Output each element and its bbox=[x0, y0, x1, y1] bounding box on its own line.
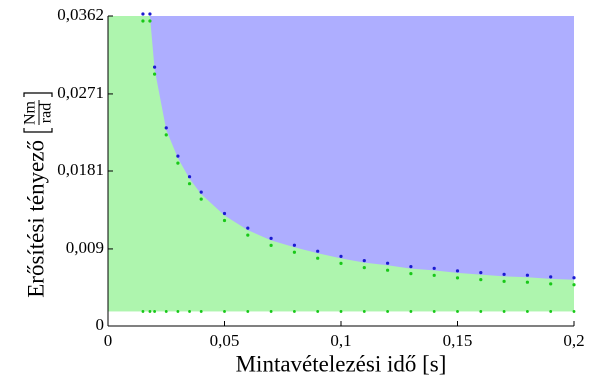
unit-denominator: rad bbox=[38, 103, 55, 123]
stable-point bbox=[316, 256, 320, 260]
stable-point bbox=[187, 182, 192, 186]
unstable-point bbox=[199, 190, 203, 194]
stable-point bbox=[246, 233, 250, 237]
y-tick-label: 0,0362 bbox=[57, 5, 104, 24]
floor-point bbox=[223, 310, 226, 313]
floor-point bbox=[316, 310, 320, 313]
unstable-point bbox=[222, 211, 227, 216]
unstable-point bbox=[549, 275, 553, 279]
unstable-region bbox=[142, 16, 574, 280]
floor-point bbox=[176, 310, 180, 313]
unstable-point bbox=[386, 261, 390, 265]
stable-point bbox=[549, 282, 553, 286]
unstable-point bbox=[572, 276, 576, 280]
unstable-point bbox=[479, 271, 483, 275]
y-tick-label: 0,0271 bbox=[57, 83, 104, 102]
unstable-point bbox=[153, 65, 157, 69]
stable-point bbox=[164, 133, 168, 137]
stable-point bbox=[292, 250, 296, 254]
unstable-point bbox=[246, 226, 250, 230]
unstable-point bbox=[316, 249, 320, 253]
floor-point bbox=[153, 310, 157, 313]
unstable-point bbox=[409, 265, 413, 269]
stable-point bbox=[148, 19, 152, 23]
stable-point bbox=[525, 280, 530, 284]
unstable-point bbox=[141, 12, 145, 16]
stable-point bbox=[572, 283, 576, 287]
floor-point bbox=[188, 310, 191, 313]
unstable-point bbox=[187, 175, 192, 179]
floor-point bbox=[479, 310, 483, 313]
stable-point bbox=[153, 72, 157, 76]
floor-point bbox=[386, 310, 389, 313]
bracket bbox=[23, 92, 53, 97]
floor-point bbox=[549, 310, 553, 313]
stable-point bbox=[386, 268, 390, 272]
stable-point bbox=[199, 197, 203, 201]
x-tick-label: 0,05 bbox=[210, 331, 240, 350]
floor-point bbox=[164, 310, 168, 313]
unstable-point bbox=[525, 273, 530, 277]
floor-point bbox=[432, 310, 436, 313]
plot-area bbox=[108, 12, 576, 313]
stable-point bbox=[362, 266, 366, 270]
unstable-point bbox=[269, 236, 273, 240]
floor-point bbox=[148, 310, 152, 313]
y-tick-label: 0,0181 bbox=[57, 160, 104, 179]
y-tick-label: 0,009 bbox=[66, 238, 104, 257]
x-tick-label: 0 bbox=[104, 331, 113, 350]
floor-point bbox=[293, 310, 296, 313]
y-tick-label: 0 bbox=[96, 315, 105, 334]
unstable-point bbox=[432, 266, 436, 270]
stable-point bbox=[409, 272, 413, 276]
unstable-point bbox=[164, 126, 168, 130]
unstable-point bbox=[362, 259, 366, 263]
unstable-point bbox=[502, 272, 506, 276]
stable-point bbox=[176, 161, 180, 165]
stable-point bbox=[339, 261, 343, 265]
floor-point bbox=[502, 310, 506, 313]
floor-point bbox=[526, 310, 529, 313]
floor-point bbox=[339, 310, 343, 313]
x-axis-label: Mintavételezési idő [s] bbox=[236, 351, 447, 376]
unstable-point bbox=[339, 254, 343, 258]
x-tick-label: 0,15 bbox=[443, 331, 473, 350]
floor-point bbox=[141, 310, 145, 313]
y-axis-label-group: Erősítési tényező Nm rad bbox=[22, 92, 55, 298]
stable-point bbox=[141, 19, 145, 23]
floor-point bbox=[362, 310, 366, 313]
x-tick-label: 0,1 bbox=[330, 331, 351, 350]
unit-numerator: Nm bbox=[22, 100, 39, 125]
unstable-point bbox=[292, 243, 296, 247]
x-tick-label: 0,2 bbox=[563, 331, 584, 350]
stable-point bbox=[269, 243, 273, 247]
floor-point bbox=[409, 310, 413, 313]
stable-point bbox=[455, 276, 460, 280]
floor-point bbox=[269, 310, 273, 313]
floor-point bbox=[199, 310, 203, 313]
floor-point bbox=[456, 310, 459, 313]
floor-point bbox=[572, 310, 576, 313]
stable-point bbox=[432, 273, 436, 277]
unstable-point bbox=[455, 269, 460, 273]
floor-point bbox=[246, 310, 250, 313]
unstable-point bbox=[148, 12, 152, 16]
unstable-point bbox=[176, 154, 180, 158]
y-axis-label: Erősítési tényező bbox=[23, 140, 48, 298]
stable-point bbox=[502, 279, 506, 283]
stable-point bbox=[479, 278, 483, 282]
stable-point bbox=[222, 218, 227, 223]
bracket bbox=[23, 128, 53, 133]
